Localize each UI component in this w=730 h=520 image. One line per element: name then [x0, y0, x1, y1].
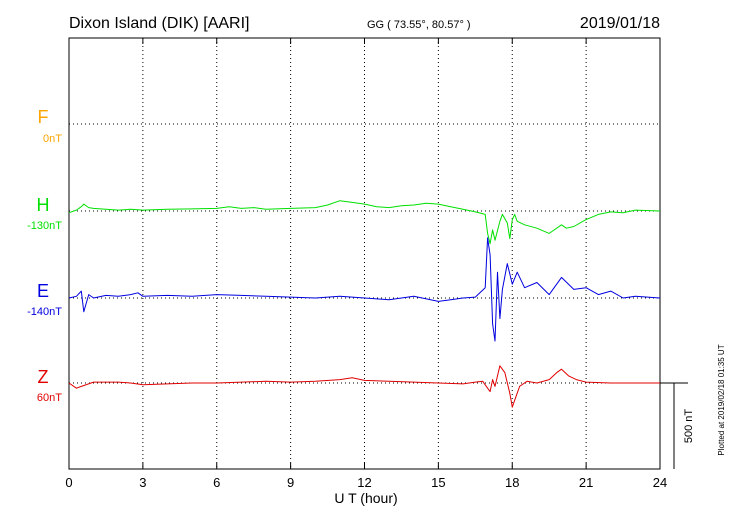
date-label: 2019/01/18 — [580, 15, 660, 32]
x-tick-label-24: 24 — [653, 475, 667, 490]
series-lines — [68, 200, 661, 408]
x-ticks: 0 3 6 9 12 15 18 21 24 — [65, 38, 667, 490]
grid — [142, 38, 587, 469]
series-line-e — [68, 237, 661, 342]
component-label-f: F — [38, 107, 49, 127]
component-labels: F 0nT H -130nT E -140nT Z 60nT — [27, 107, 62, 404]
x-tick-label-9: 9 — [287, 475, 294, 490]
x-tick-label-6: 6 — [213, 475, 220, 490]
scale-bar-label: 500 nT — [683, 409, 695, 444]
x-tick-label-0: 0 — [65, 475, 72, 490]
x-tick-label-18: 18 — [505, 475, 519, 490]
coords-label: GG ( 73.55°, 80.57° ) — [367, 19, 471, 31]
station-title: Dixon Island (DIK) [AARI] — [69, 15, 250, 32]
series-line-z — [68, 365, 660, 408]
baseline-value-f: 0nT — [43, 133, 62, 145]
plotted-note: Plotted at 2019/02/18 01:35 UT — [717, 344, 726, 455]
x-tick-label-21: 21 — [579, 475, 593, 490]
x-tick-label-3: 3 — [139, 475, 146, 490]
x-tick-label-12: 12 — [357, 475, 371, 490]
component-label-e: E — [37, 281, 49, 301]
baseline-value-e: -140nT — [27, 306, 62, 318]
series-line-h — [68, 200, 661, 245]
x-tick-label-15: 15 — [431, 475, 445, 490]
component-label-z: Z — [38, 367, 49, 387]
baseline-value-h: -130nT — [27, 220, 62, 232]
component-label-h: H — [37, 195, 50, 215]
baseline-value-z: 60nT — [37, 392, 62, 404]
baselines — [69, 123, 660, 384]
x-axis-label: U T (hour) — [334, 490, 397, 506]
